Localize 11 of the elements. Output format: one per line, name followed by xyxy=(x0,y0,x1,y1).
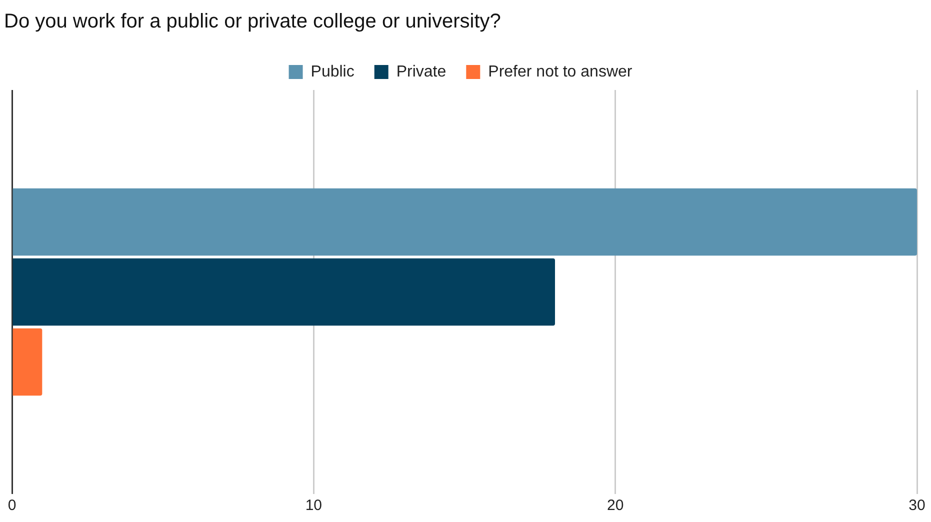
x-tick-label: 0 xyxy=(8,497,16,514)
legend-label: Public xyxy=(310,63,354,80)
bar xyxy=(12,258,555,326)
bar xyxy=(12,328,42,396)
chart-title: Do you work for a public or private college or university? xyxy=(4,10,501,33)
legend-label: Prefer not to answer xyxy=(488,63,633,80)
x-tick-label: 30 xyxy=(908,497,926,514)
x-tick-label: 20 xyxy=(606,497,624,514)
legend-label: Private xyxy=(396,63,446,80)
x-tick-label: 10 xyxy=(305,497,322,514)
bar xyxy=(12,188,917,256)
